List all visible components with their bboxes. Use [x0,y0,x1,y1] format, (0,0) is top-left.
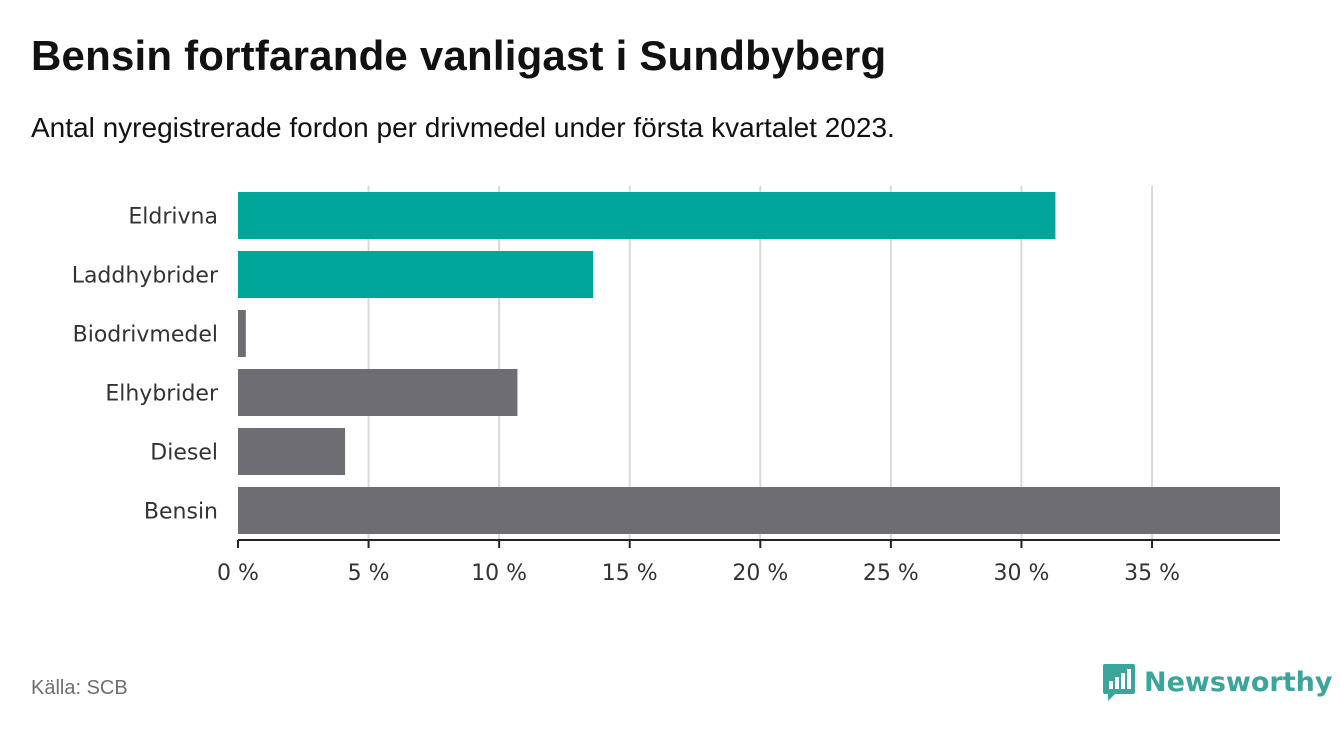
brand-name: Newsworthy [1144,666,1333,698]
bar-elhybrider [238,369,518,416]
category-label: Elhybrider [105,382,219,407]
x-tick-label: 25 % [863,561,919,586]
category-label: Biodrivmedel [73,323,218,348]
category-labels: Eldrivna Laddhybrider Biodrivmedel Elhybrid… [72,205,219,525]
bar-eldrivna [238,192,1056,239]
x-tick-label: 30 % [994,561,1050,586]
x-tick-label: 35 % [1124,561,1180,586]
x-tick-label: 0 % [217,561,259,586]
category-label: Bensin [144,500,218,525]
gridlines [367,186,1154,540]
bar-bensin [238,487,1280,534]
brand-logo: Newsworthy [1102,662,1332,702]
x-axis: 0 % 5 % 10 % 15 % 20 % 25 % 30 % 35 % [217,539,1280,586]
x-tick-label: 5 % [348,561,390,586]
chart-subtitle: Antal nyregistrerade fordon per drivmede… [31,112,895,143]
x-tick-label: 15 % [602,561,658,586]
category-label: Diesel [150,441,218,466]
category-label: Eldrivna [128,205,218,230]
category-label: Laddhybrider [72,264,219,289]
source-note: Källa: SCB [31,677,128,699]
bars [238,192,1280,534]
chart-title: Bensin fortfarande vanligast i Sundbyber… [31,32,887,79]
bar-biodrivmedel [238,310,246,357]
bar-laddhybrider [238,251,594,298]
bar-diesel [238,428,346,475]
x-tick-label: 10 % [471,561,527,586]
newsworthy-logo-icon [1103,664,1135,701]
x-tick-label: 20 % [732,561,788,586]
